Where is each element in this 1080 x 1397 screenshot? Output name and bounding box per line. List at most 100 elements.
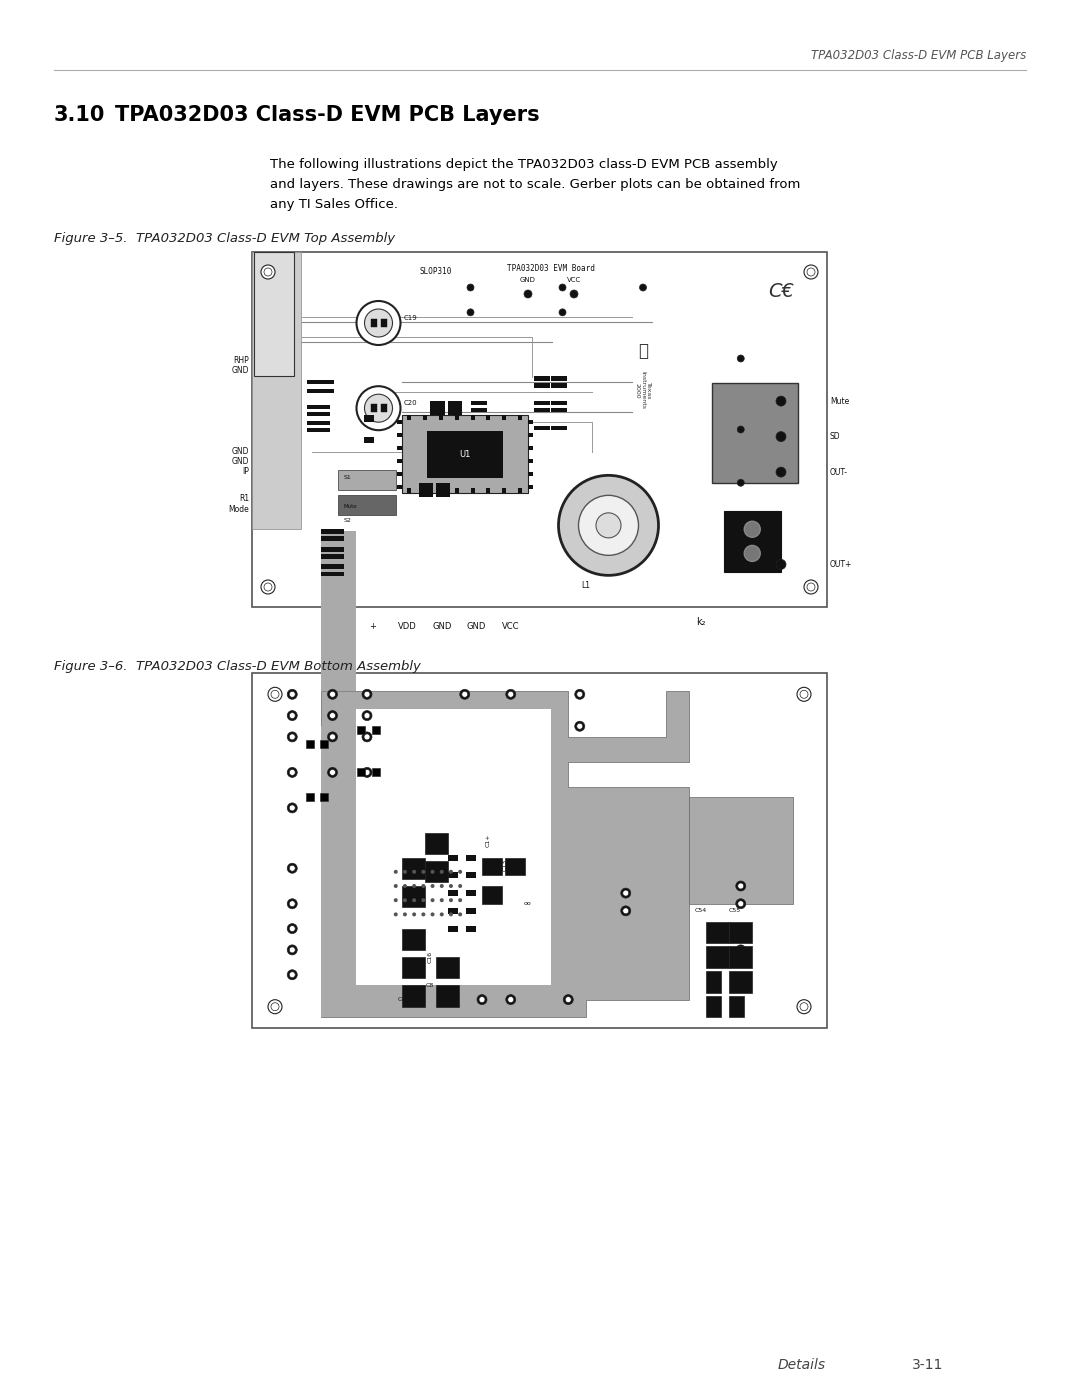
Circle shape	[289, 926, 295, 932]
Bar	[706, 971, 720, 992]
Bar	[551, 426, 567, 430]
Circle shape	[271, 690, 279, 698]
Bar	[465, 908, 475, 914]
Bar	[402, 886, 424, 907]
Bar	[252, 673, 827, 1028]
Text: VCC: VCC	[502, 622, 519, 631]
Circle shape	[403, 912, 407, 916]
Bar	[528, 420, 534, 423]
Bar	[534, 376, 550, 380]
Circle shape	[800, 690, 808, 698]
Bar	[551, 383, 567, 387]
Circle shape	[449, 912, 453, 916]
Bar	[518, 489, 522, 493]
Text: +: +	[369, 622, 376, 631]
Text: C55: C55	[729, 908, 741, 914]
Circle shape	[458, 884, 462, 888]
Text: C54: C54	[694, 908, 706, 914]
Bar	[321, 531, 355, 690]
Circle shape	[271, 1003, 279, 1010]
Circle shape	[261, 265, 275, 279]
Text: C13: C13	[502, 859, 508, 870]
Bar	[528, 472, 534, 476]
Circle shape	[431, 884, 434, 888]
Circle shape	[735, 944, 746, 956]
Text: SLOP310: SLOP310	[420, 267, 453, 277]
Bar	[440, 415, 443, 420]
Bar	[502, 415, 507, 420]
Bar	[307, 427, 329, 432]
Circle shape	[458, 912, 462, 916]
Text: SD: SD	[831, 432, 840, 441]
Text: any TI Sales Office.: any TI Sales Office.	[270, 198, 399, 211]
Circle shape	[738, 426, 744, 433]
Circle shape	[364, 733, 370, 740]
Bar	[729, 922, 753, 943]
Circle shape	[458, 870, 462, 873]
Bar	[465, 855, 475, 861]
Circle shape	[364, 770, 370, 775]
Bar	[320, 793, 328, 802]
Bar	[380, 319, 387, 327]
Text: TPA032D03 Class-D EVM PCB Layers: TPA032D03 Class-D EVM PCB Layers	[811, 49, 1026, 61]
Text: and layers. These drawings are not to scale. Gerber plots can be obtained from: and layers. These drawings are not to sc…	[270, 177, 800, 191]
Circle shape	[329, 692, 336, 697]
Circle shape	[738, 479, 744, 486]
Circle shape	[449, 884, 453, 888]
Text: S2: S2	[345, 518, 352, 522]
Circle shape	[738, 926, 744, 932]
Circle shape	[287, 944, 297, 956]
Circle shape	[575, 689, 584, 700]
Circle shape	[289, 733, 295, 740]
Text: C4: C4	[397, 997, 406, 1002]
Circle shape	[505, 689, 516, 700]
Bar	[319, 388, 334, 393]
Bar	[448, 908, 458, 914]
Bar	[502, 489, 507, 493]
Circle shape	[448, 995, 458, 1004]
Text: Texas
Instruments
2000: Texas Instruments 2000	[635, 372, 651, 409]
Circle shape	[744, 521, 760, 538]
Circle shape	[362, 732, 372, 742]
Bar	[372, 768, 380, 777]
Text: The following illustrations depict the TPA032D03 class-D EVM PCB assembly: The following illustrations depict the T…	[270, 158, 778, 170]
Bar	[396, 420, 402, 423]
Circle shape	[575, 721, 584, 731]
Bar	[465, 890, 475, 895]
Text: TPA032D03 Class-D EVM PCB Layers: TPA032D03 Class-D EVM PCB Layers	[114, 105, 540, 124]
Text: C16: C16	[428, 951, 433, 963]
Circle shape	[440, 870, 444, 873]
Bar	[706, 996, 720, 1017]
Bar	[370, 319, 377, 327]
Circle shape	[261, 580, 275, 594]
Circle shape	[403, 898, 407, 902]
Bar	[307, 405, 329, 409]
Circle shape	[559, 309, 566, 316]
Bar	[396, 433, 402, 437]
Bar	[471, 489, 474, 493]
Bar	[321, 571, 345, 577]
Circle shape	[289, 865, 295, 872]
Circle shape	[403, 870, 407, 873]
Circle shape	[777, 397, 786, 407]
Circle shape	[458, 898, 462, 902]
Circle shape	[403, 884, 407, 888]
Circle shape	[264, 268, 272, 277]
Circle shape	[421, 898, 426, 902]
Bar	[440, 489, 443, 493]
Circle shape	[807, 583, 815, 591]
Bar	[729, 946, 753, 968]
Text: C20: C20	[404, 400, 417, 407]
Circle shape	[362, 711, 372, 721]
Bar	[357, 768, 365, 777]
Circle shape	[329, 712, 336, 718]
Text: C8: C8	[427, 983, 434, 988]
Bar	[396, 485, 402, 489]
Bar	[427, 430, 502, 478]
Circle shape	[735, 898, 746, 909]
Text: OUT+: OUT+	[831, 560, 852, 569]
Bar	[252, 251, 301, 529]
Text: CB0: CB0	[487, 862, 500, 868]
Text: 3.10: 3.10	[54, 105, 106, 124]
Circle shape	[577, 724, 583, 729]
